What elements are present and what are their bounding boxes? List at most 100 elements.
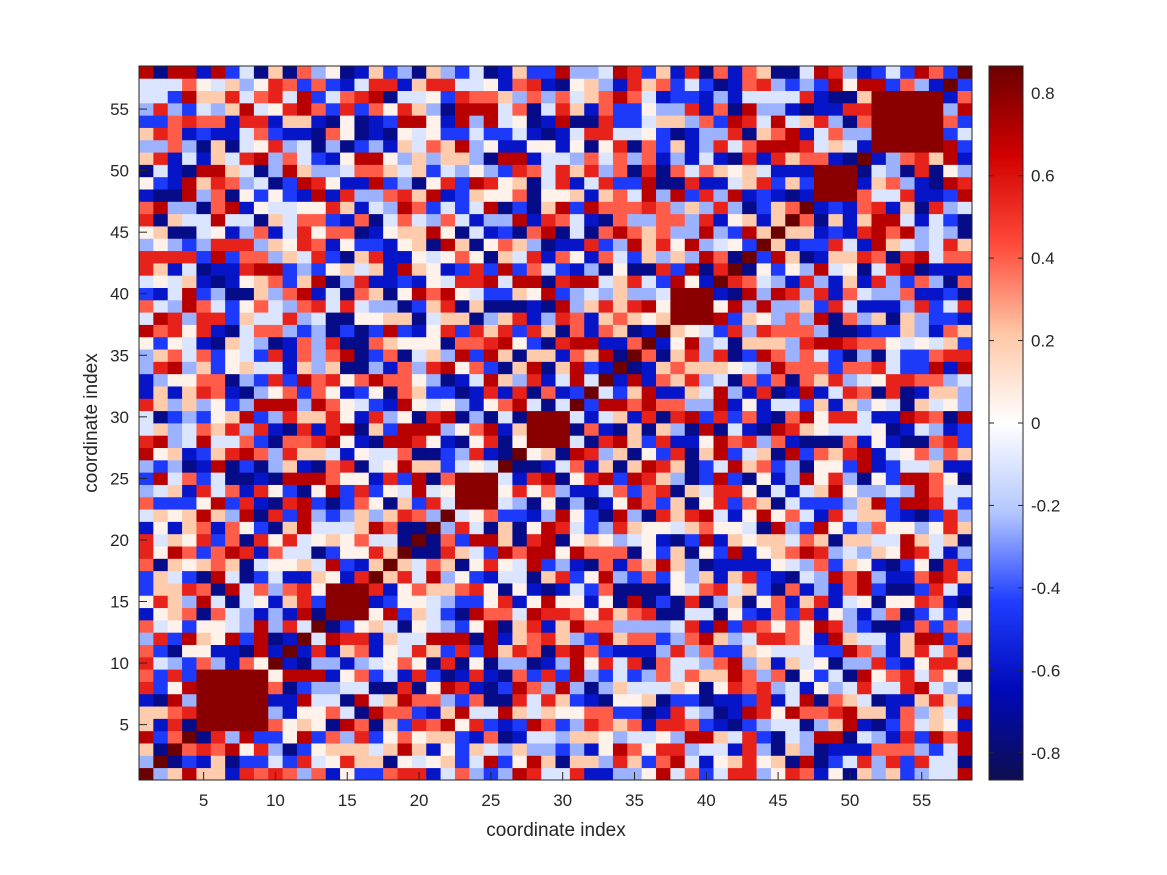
x-tick-label: 20 [410, 791, 429, 810]
heatmap-cell [943, 558, 959, 572]
heatmap-cell [569, 607, 585, 621]
heatmap-cell [253, 90, 269, 104]
heatmap-cell [569, 447, 585, 461]
heatmap-cell [383, 262, 398, 276]
heatmap-cell [541, 767, 556, 781]
heatmap-cell [354, 521, 370, 535]
heatmap-cell [526, 127, 542, 141]
heatmap-cell [454, 669, 470, 682]
heatmap-cell [814, 238, 829, 252]
heatmap-cell [526, 115, 542, 128]
heatmap-cell [770, 336, 786, 350]
heatmap-cell [943, 583, 959, 596]
heatmap-cell [383, 546, 398, 559]
heatmap-cell [526, 558, 542, 572]
heatmap-cell [411, 312, 427, 325]
heatmap-cell [885, 743, 901, 756]
heatmap-cell [311, 632, 327, 645]
heatmap-cell [397, 398, 413, 412]
heatmap-cell [670, 250, 686, 264]
heatmap-cell [584, 521, 599, 535]
heatmap-cell [943, 730, 959, 744]
heatmap-cell [770, 410, 786, 424]
heatmap-cell [928, 152, 944, 165]
heatmap-cell [325, 583, 341, 596]
heatmap-cell [225, 496, 240, 510]
heatmap-cell [727, 201, 743, 215]
y-tick-label: 15 [110, 593, 129, 612]
heatmap-cell [770, 213, 786, 227]
heatmap-cell [742, 238, 757, 252]
heatmap-cell [383, 509, 398, 522]
heatmap-cell [282, 102, 298, 116]
heatmap-cell [325, 275, 341, 288]
heatmap-cell [785, 484, 801, 498]
heatmap-cell [498, 361, 513, 375]
heatmap-cell [785, 755, 801, 769]
heatmap-cell [742, 189, 757, 202]
heatmap-cell [268, 262, 284, 276]
heatmap-cell [670, 398, 686, 412]
heatmap-cell [325, 743, 341, 756]
heatmap-cell [440, 435, 456, 449]
heatmap-cell [928, 459, 944, 473]
heatmap-cell [584, 201, 599, 215]
heatmap-cell [914, 139, 930, 153]
heatmap-cell [383, 127, 398, 141]
heatmap-cell [282, 275, 298, 288]
heatmap-cell [469, 509, 485, 522]
heatmap-cell [296, 349, 312, 362]
colorbar [988, 65, 1024, 781]
heatmap-cell [268, 607, 284, 621]
heatmap-cell [598, 706, 614, 719]
heatmap-cell [454, 189, 470, 202]
heatmap-cell [569, 176, 585, 190]
heatmap-cell [871, 767, 887, 781]
heatmap-cell [526, 312, 542, 325]
heatmap-cell [512, 139, 528, 153]
heatmap-cell [225, 521, 240, 535]
heatmap-cell [785, 693, 801, 707]
heatmap-cell [167, 398, 183, 412]
heatmap-cell [814, 435, 829, 449]
heatmap-cell [454, 336, 470, 350]
heatmap-cell [253, 472, 269, 485]
heatmap-cell [196, 546, 212, 559]
heatmap-cell [182, 324, 197, 338]
heatmap-cell [770, 644, 786, 658]
heatmap-cell [928, 336, 944, 350]
heatmap-cell [268, 78, 284, 92]
heatmap-cell [727, 509, 743, 522]
heatmap-cell [469, 102, 485, 116]
heatmap-cell [957, 669, 973, 682]
heatmap-cell [282, 139, 298, 153]
heatmap-cell [311, 201, 327, 215]
heatmap-cell [885, 558, 901, 572]
heatmap-cell [555, 472, 571, 485]
heatmap-cell [770, 656, 786, 670]
heatmap-cell [814, 287, 829, 301]
heatmap-cell [196, 619, 212, 633]
heatmap-cell [914, 423, 930, 436]
heatmap-cell [770, 238, 786, 252]
heatmap-cell [325, 176, 341, 190]
heatmap-cell [756, 730, 772, 744]
heatmap-cell [598, 115, 614, 128]
heatmap-cell [210, 706, 226, 719]
heatmap-cell [928, 767, 944, 781]
heatmap-cell [225, 459, 240, 473]
heatmap-cell [411, 152, 427, 165]
heatmap-cell [641, 706, 657, 719]
heatmap-cell [153, 66, 169, 79]
heatmap-cell [469, 238, 485, 252]
heatmap-cell [512, 102, 528, 116]
heatmap-cell [196, 238, 212, 252]
colorbar-tick-label: 0.6 [1031, 167, 1055, 186]
heatmap-cell [914, 595, 930, 609]
heatmap-cell [426, 90, 441, 104]
heatmap-cell [900, 275, 915, 288]
heatmap-cell [153, 521, 169, 535]
heatmap-cell [210, 373, 226, 387]
heatmap-cell [397, 459, 413, 473]
heatmap-cell [943, 410, 959, 424]
